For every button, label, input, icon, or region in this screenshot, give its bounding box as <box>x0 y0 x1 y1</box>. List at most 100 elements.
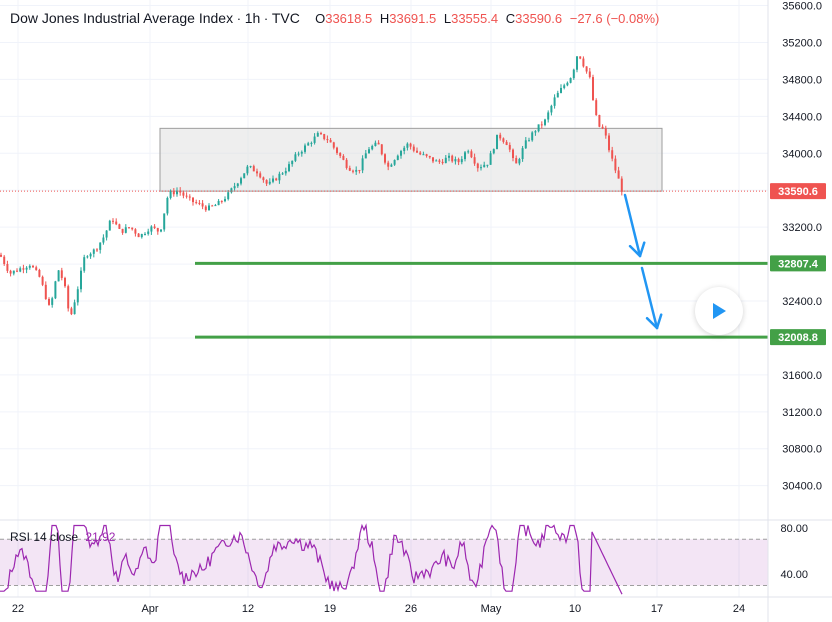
candle-body <box>604 128 607 136</box>
candle-body <box>144 233 146 235</box>
candle-body <box>137 233 140 238</box>
candle-body <box>220 200 223 202</box>
candle-body <box>236 183 239 187</box>
y-tick-label: 34800.0 <box>782 74 822 86</box>
svg-text:32008.8: 32008.8 <box>778 332 818 344</box>
candle-body <box>35 267 38 270</box>
candle-body <box>329 139 332 143</box>
candle-body <box>166 197 169 214</box>
level-price-tag-2: 32008.8 <box>770 329 826 346</box>
candle-body <box>195 202 198 204</box>
candle-body <box>406 143 409 148</box>
candle-body <box>64 277 66 287</box>
candle-body <box>12 270 15 274</box>
candle-body <box>390 164 393 167</box>
projection-arrow-1 <box>623 193 646 258</box>
candle-body <box>432 157 434 162</box>
level-price-tag-1: 32807.4 <box>770 255 826 272</box>
x-tick-label: May <box>481 603 502 615</box>
candle-body <box>614 158 617 171</box>
candle-body <box>467 151 470 153</box>
candle-body <box>294 154 297 161</box>
candle-body <box>384 154 386 163</box>
candle-body <box>566 82 569 86</box>
candle-body <box>163 213 166 230</box>
y-tick-label: 33200.0 <box>782 222 822 234</box>
rsi-y-tick-label: 80.00 <box>780 523 808 535</box>
candle-body <box>265 180 268 184</box>
candle-body <box>176 190 178 195</box>
candle-body <box>67 286 70 309</box>
candle-body <box>588 71 591 78</box>
y-tick-label: 34400.0 <box>782 111 822 123</box>
candle-body <box>521 148 524 160</box>
candle-body <box>492 149 495 154</box>
candle-body <box>358 169 361 171</box>
candle-body <box>617 170 620 179</box>
candles <box>0 56 768 316</box>
candle-body <box>76 289 79 303</box>
candle-body <box>425 154 428 156</box>
candle-body <box>214 205 217 207</box>
candle-body <box>403 147 406 151</box>
x-tick-label: 17 <box>651 603 663 615</box>
candle-body <box>284 171 287 174</box>
candle-body <box>185 195 188 197</box>
candle-body <box>0 254 2 257</box>
low-value: 33555.4 <box>451 11 499 26</box>
candle-body <box>313 136 316 143</box>
candle-body <box>409 143 412 147</box>
candle-body <box>259 173 262 178</box>
candle-body <box>252 166 255 172</box>
grid <box>0 0 768 597</box>
candle-body <box>150 226 153 232</box>
candle-body <box>48 299 50 305</box>
rsi-legend: RSI 14 close 21.92 <box>10 530 115 544</box>
candle-body <box>96 249 98 251</box>
candle-body <box>80 270 82 290</box>
candle-body <box>121 228 124 233</box>
candle-body <box>227 192 230 200</box>
candle-body <box>243 173 246 179</box>
candle-body <box>569 78 572 83</box>
y-tick-label: 31200.0 <box>782 407 822 419</box>
candle-body <box>204 206 207 211</box>
y-tick-label: 35200.0 <box>782 37 822 49</box>
candle-body <box>515 158 518 164</box>
candle-body <box>457 159 460 163</box>
candle-body <box>19 268 22 272</box>
candle-body <box>592 77 594 101</box>
candle-body <box>579 56 582 59</box>
candle-body <box>198 202 201 204</box>
svg-text:33590.6: 33590.6 <box>778 186 818 198</box>
rsi-value: 21.92 <box>85 530 116 544</box>
candle-body <box>105 230 108 238</box>
candle-body <box>160 229 162 232</box>
candle-body <box>556 92 559 98</box>
candle-body <box>211 205 214 207</box>
candle-body <box>598 114 601 127</box>
play-button[interactable] <box>695 287 743 335</box>
y-tick-label: 30400.0 <box>782 481 822 493</box>
candle-body <box>486 164 489 166</box>
candle-body <box>483 164 486 168</box>
candle-body <box>41 276 44 285</box>
candle-body <box>380 144 383 155</box>
candle-body <box>528 140 530 142</box>
candle-body <box>28 265 31 268</box>
axes: 35600.035200.034800.034400.034000.033600… <box>12 0 826 622</box>
rsi-label: RSI 14 close <box>10 530 79 544</box>
candle-body <box>124 227 127 233</box>
candle-body <box>582 58 585 67</box>
play-icon <box>713 303 726 319</box>
candle-body <box>438 160 441 162</box>
projection-arrow-2 <box>640 266 663 330</box>
candle-body <box>355 169 358 172</box>
candle-body <box>25 267 28 270</box>
candle-body <box>576 56 578 70</box>
candle-body <box>345 159 348 168</box>
candle-body <box>563 85 566 88</box>
candle-body <box>470 151 473 158</box>
candle-body <box>188 196 191 198</box>
